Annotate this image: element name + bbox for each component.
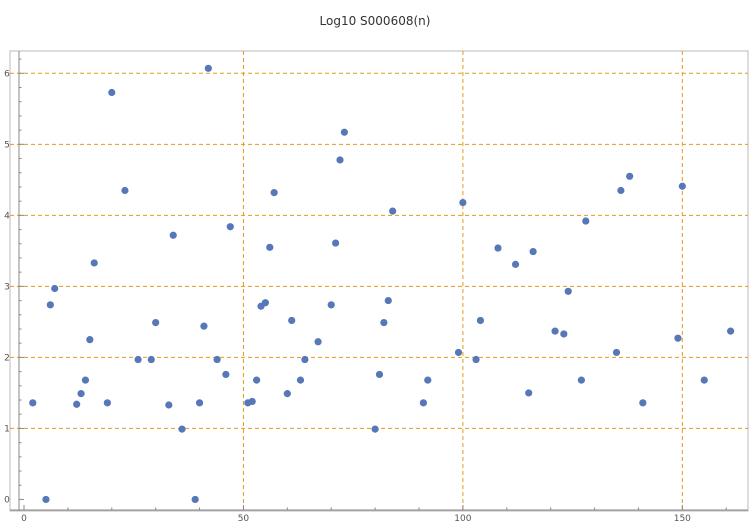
- data-point: [472, 355, 480, 364]
- data-point: [525, 389, 533, 397]
- x-tick-label: 50: [238, 514, 250, 524]
- data-point: [494, 244, 502, 252]
- data-point: [195, 399, 204, 407]
- data-point: [511, 260, 520, 268]
- data-point: [336, 156, 344, 164]
- data-point: [340, 128, 348, 136]
- data-point: [213, 355, 221, 364]
- data-point: [42, 495, 50, 504]
- data-point: [134, 355, 142, 364]
- data-point: [226, 223, 234, 231]
- grid-lines: [10, 51, 748, 511]
- chart-title: Log10 S000608(n): [319, 14, 431, 28]
- data-point: [169, 231, 177, 239]
- y-tick-label: 5: [4, 140, 10, 150]
- data-point: [700, 376, 708, 384]
- data-point: [314, 338, 322, 346]
- y-tick-label: 3: [4, 282, 10, 292]
- axes: 0 50 100 150 0 1 2 3 4 5 6: [4, 51, 748, 524]
- data-point: [678, 182, 686, 190]
- data-point: [626, 172, 634, 180]
- data-point: [248, 397, 256, 406]
- data-point: [147, 355, 155, 364]
- data-point: [384, 296, 392, 305]
- data-point: [121, 186, 129, 195]
- data-point: [253, 376, 261, 384]
- data-point: [90, 259, 98, 267]
- data-point: [371, 425, 379, 433]
- data-point: [419, 399, 427, 407]
- data-point: [389, 207, 397, 215]
- data-point: [476, 316, 485, 325]
- data-point: [727, 327, 735, 335]
- data-point: [459, 198, 467, 207]
- data-point: [86, 336, 94, 344]
- data-point: [283, 390, 291, 398]
- data-point: [200, 322, 208, 330]
- data-point: [375, 370, 384, 379]
- data-point: [296, 376, 305, 384]
- x-tick-label: 100: [454, 514, 471, 524]
- data-point: [612, 348, 621, 357]
- data-point: [266, 243, 274, 251]
- y-tick-label: 4: [4, 211, 10, 221]
- data-point: [551, 327, 559, 335]
- data-point: [301, 355, 309, 364]
- data-point: [51, 284, 59, 293]
- data-point: [639, 399, 647, 407]
- data-point: [152, 319, 160, 327]
- data-point: [582, 217, 590, 225]
- data-point: [103, 399, 111, 407]
- data-point: [560, 330, 568, 338]
- data-point: [73, 400, 81, 408]
- y-tick-label: 6: [4, 69, 10, 79]
- y-tick-label: 1: [4, 424, 10, 434]
- data-point: [380, 319, 388, 327]
- data-point: [108, 88, 116, 97]
- y-tick-label: 0: [4, 495, 10, 505]
- data-point: [529, 247, 537, 256]
- data-point: [454, 348, 463, 357]
- data-point: [204, 64, 212, 72]
- data-point: [178, 425, 186, 433]
- x-tick-label: 0: [21, 514, 27, 524]
- data-point: [617, 186, 625, 195]
- data-point: [564, 287, 572, 295]
- data-point: [29, 399, 37, 407]
- data-point: [424, 376, 432, 384]
- x-tick-label: 150: [674, 514, 691, 524]
- data-point: [165, 401, 173, 409]
- data-point: [222, 370, 230, 379]
- data-point: [327, 301, 335, 309]
- data-point: [332, 239, 340, 247]
- data-point: [577, 376, 585, 384]
- data-point: [81, 376, 90, 384]
- data-point: [270, 189, 278, 197]
- data-point: [288, 316, 296, 325]
- data-points: [29, 64, 735, 504]
- data-point: [191, 495, 199, 504]
- data-point: [77, 390, 85, 398]
- data-point: [674, 334, 682, 342]
- data-point: [261, 299, 269, 307]
- plot-frame: [9, 50, 749, 512]
- y-tick-label: 2: [4, 353, 10, 363]
- data-point: [46, 301, 54, 309]
